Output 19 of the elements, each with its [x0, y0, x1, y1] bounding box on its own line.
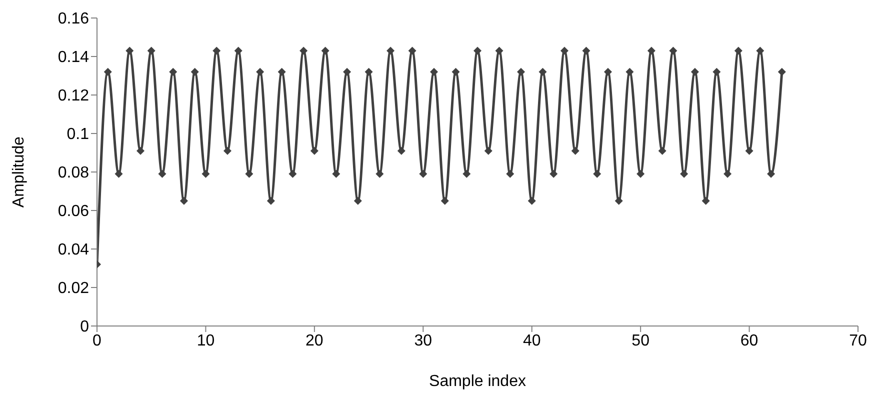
y-tick-label: 0.02: [58, 280, 90, 298]
y-tick-label: 0.14: [58, 49, 90, 66]
y-tick-label: 0.1: [66, 126, 90, 144]
x-tick-label: 0: [92, 332, 102, 350]
x-tick-label: 50: [632, 332, 650, 350]
x-axis-title: Sample index: [429, 373, 526, 390]
y-tick-label: 0.04: [58, 242, 90, 259]
x-tick-label: 40: [522, 332, 541, 350]
x-tick-label: 70: [849, 332, 867, 350]
y-tick-label: 0: [80, 318, 90, 336]
x-tick-label: 20: [306, 332, 324, 350]
y-tick-label: 0.12: [58, 88, 90, 105]
y-tick-label: 0.06: [58, 203, 90, 220]
y-tick-label: 0.16: [58, 10, 90, 28]
x-tick-label: 30: [414, 332, 432, 350]
y-axis-title: Amplitude: [10, 136, 28, 208]
y-tick-label: 0.08: [58, 164, 90, 182]
x-tick-label: 10: [196, 332, 215, 350]
x-tick-label: 60: [740, 332, 758, 350]
